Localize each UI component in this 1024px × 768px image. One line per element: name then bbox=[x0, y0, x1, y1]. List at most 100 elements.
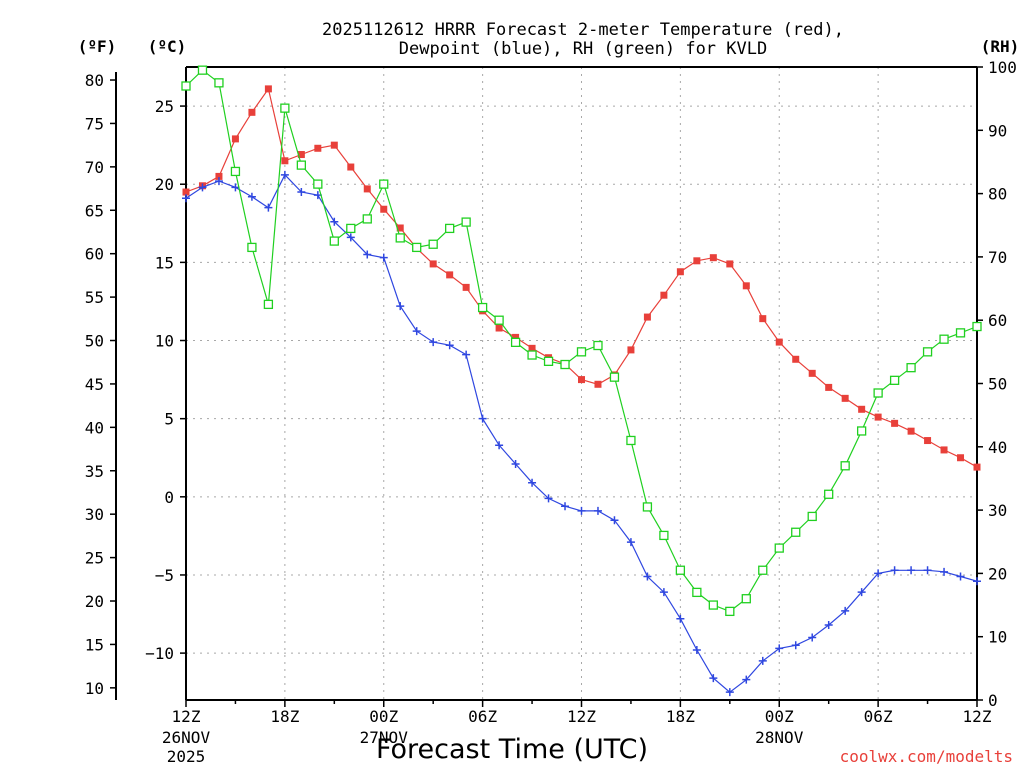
dewpoint-point bbox=[478, 414, 487, 423]
rh-point bbox=[560, 359, 570, 370]
x-date-label: 26NOV bbox=[162, 728, 211, 747]
rh-point bbox=[346, 223, 356, 234]
rh-point bbox=[461, 217, 471, 227]
rh-point bbox=[955, 328, 966, 338]
fahrenheit-tick-label: 15 bbox=[85, 635, 104, 654]
dewpoint-point bbox=[412, 327, 421, 336]
rh-unit-label: (RH) bbox=[981, 37, 1020, 56]
dewpoint-point bbox=[445, 341, 454, 350]
rh-point bbox=[230, 166, 241, 177]
temperature-point bbox=[907, 427, 915, 435]
fahrenheit-tick-label: 55 bbox=[85, 288, 104, 307]
dewpoint-point bbox=[610, 516, 619, 525]
celsius-tick-label: 0 bbox=[164, 488, 174, 507]
temperature-point bbox=[528, 344, 536, 352]
rh-point bbox=[494, 315, 504, 325]
dewpoint-point bbox=[907, 566, 916, 575]
dewpoint-point bbox=[429, 338, 438, 347]
dewpoint-point bbox=[577, 506, 586, 515]
temperature-point bbox=[495, 324, 503, 332]
rh-point bbox=[445, 223, 455, 234]
dewpoint-point bbox=[231, 183, 240, 192]
temperature-point bbox=[643, 313, 651, 321]
temperature-point bbox=[759, 315, 767, 323]
dewpoint-point bbox=[346, 233, 355, 242]
rh-point bbox=[197, 65, 208, 75]
rh-point bbox=[774, 543, 784, 553]
x-tick-label: 12Z bbox=[172, 707, 201, 726]
rh-point bbox=[791, 527, 801, 537]
rh-tick-label: 90 bbox=[988, 121, 1007, 140]
rh-point bbox=[263, 299, 274, 310]
rh-tick-label: 40 bbox=[988, 438, 1007, 457]
rh-point bbox=[576, 347, 587, 357]
rh-point bbox=[840, 461, 850, 471]
dewpoint-point bbox=[297, 188, 306, 197]
fahrenheit-tick-label: 20 bbox=[85, 592, 104, 611]
temperature-point bbox=[808, 369, 816, 377]
rh-point bbox=[642, 502, 653, 512]
rh-point bbox=[692, 587, 702, 598]
rh-tick-label: 100 bbox=[988, 58, 1017, 77]
fahrenheit-tick-label: 75 bbox=[85, 114, 104, 133]
rh-point bbox=[379, 179, 389, 189]
temperature-point bbox=[330, 141, 338, 149]
temperature-point bbox=[314, 144, 322, 152]
temperature-point bbox=[396, 224, 404, 232]
temperature-point bbox=[215, 172, 223, 180]
x-tick-label: 06Z bbox=[468, 707, 497, 726]
x-tick-label: 12Z bbox=[963, 707, 992, 726]
rh-point bbox=[214, 78, 224, 88]
temperature-point bbox=[891, 419, 899, 427]
dewpoint-point bbox=[363, 250, 372, 259]
temperature-point bbox=[363, 185, 371, 193]
rh-point bbox=[741, 594, 751, 604]
rh-point bbox=[708, 600, 718, 610]
rh-point bbox=[412, 242, 422, 253]
dewpoint-point bbox=[824, 620, 833, 629]
rh-point bbox=[296, 160, 307, 170]
dewpoint-point bbox=[511, 459, 520, 468]
temperature-point bbox=[627, 346, 635, 354]
x-tick-label: 18Z bbox=[270, 707, 299, 726]
dewpoint-point bbox=[890, 566, 899, 575]
dewpoint-point bbox=[874, 569, 883, 578]
x-tick-label: 00Z bbox=[369, 707, 398, 726]
dewpoint-point bbox=[725, 688, 734, 697]
rh-tick-label: 10 bbox=[988, 628, 1007, 647]
x-tick-label: 18Z bbox=[666, 707, 695, 726]
temperature-point bbox=[676, 268, 684, 276]
dewpoint-point bbox=[593, 506, 602, 515]
fahrenheit-tick-label: 50 bbox=[85, 332, 104, 351]
rh-point bbox=[593, 340, 603, 351]
dewpoint-point bbox=[247, 192, 256, 201]
temperature-point bbox=[297, 151, 305, 159]
rh-point bbox=[856, 426, 867, 436]
dewpoint-point bbox=[709, 674, 718, 683]
fahrenheit-tick-label: 30 bbox=[85, 505, 104, 524]
temperature-point bbox=[660, 291, 668, 299]
grid-lines bbox=[186, 67, 977, 700]
dewpoint-point bbox=[264, 203, 273, 212]
x-tick-label: 12Z bbox=[567, 707, 596, 726]
temperature-point bbox=[957, 454, 965, 462]
data-series bbox=[181, 65, 982, 697]
temperature-point bbox=[973, 463, 981, 471]
dewpoint-point bbox=[396, 302, 405, 311]
fahrenheit-tick-label: 65 bbox=[85, 201, 104, 220]
dewpoint-point bbox=[857, 588, 866, 597]
rh-point bbox=[659, 530, 669, 541]
temperature-point bbox=[924, 437, 932, 445]
temperature-point bbox=[462, 283, 470, 291]
dewpoint-point bbox=[758, 656, 767, 665]
rh-point bbox=[543, 356, 554, 366]
fahrenheit-tick-label: 45 bbox=[85, 375, 104, 394]
rh-tick-label: 60 bbox=[988, 311, 1007, 330]
rh-point bbox=[362, 214, 372, 224]
dewpoint-point bbox=[923, 566, 932, 575]
rh-point bbox=[395, 233, 405, 243]
dewpoint-point bbox=[198, 183, 207, 192]
dewpoint-point bbox=[495, 441, 504, 450]
rh-point bbox=[477, 302, 488, 313]
temperature-point bbox=[512, 333, 520, 341]
